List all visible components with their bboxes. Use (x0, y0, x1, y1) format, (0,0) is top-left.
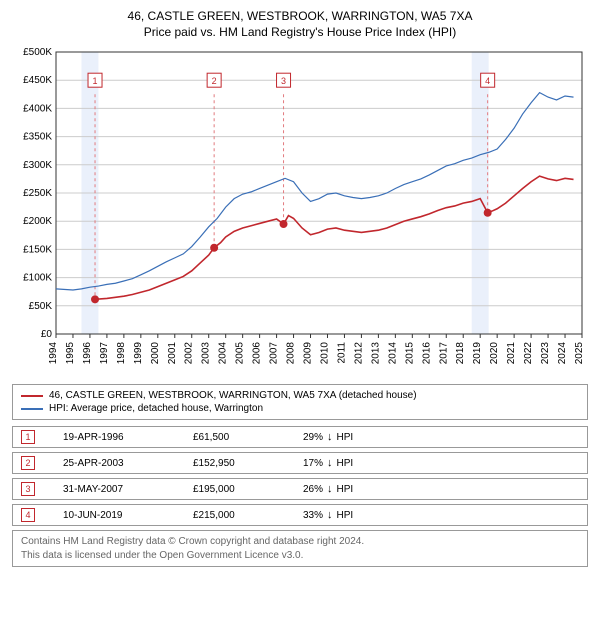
svg-text:2024: 2024 (557, 342, 568, 365)
hpi-label: HPI (337, 510, 354, 521)
sale-price: £215,000 (193, 510, 303, 521)
chart-title: 46, CASTLE GREEN, WESTBROOK, WARRINGTON,… (12, 8, 588, 40)
sale-marker: 3 (21, 482, 35, 496)
sale-price: £152,950 (193, 458, 303, 469)
sale-price: £61,500 (193, 432, 303, 443)
sale-marker: 1 (21, 430, 35, 444)
svg-text:£350K: £350K (23, 132, 52, 143)
sales-table: 119-APR-1996£61,50029%↓HPI225-APR-2003£1… (12, 426, 588, 526)
svg-text:2004: 2004 (218, 342, 229, 365)
sale-row: 4 10-JUN-2019£215,00033% ↓ HPI (12, 504, 588, 526)
legend-item: HPI: Average price, detached house, Warr… (21, 402, 579, 415)
hpi-label: HPI (337, 432, 354, 443)
svg-text:1996: 1996 (82, 342, 93, 365)
svg-text:2003: 2003 (201, 342, 212, 365)
hpi-percent: 29% (303, 432, 323, 443)
sale-hpi-delta: 17% ↓ HPI (303, 457, 353, 469)
svg-text:2013: 2013 (370, 342, 381, 365)
title-line-2: Price paid vs. HM Land Registry's House … (12, 24, 588, 40)
hpi-percent: 26% (303, 484, 323, 495)
sale-price: £195,000 (193, 484, 303, 495)
sale-hpi-delta: 29% ↓ HPI (303, 431, 353, 443)
footer-line-1: Contains HM Land Registry data © Crown c… (21, 535, 579, 549)
svg-text:2016: 2016 (421, 342, 432, 365)
svg-text:£100K: £100K (23, 273, 52, 284)
svg-text:£250K: £250K (23, 188, 52, 199)
svg-text:2017: 2017 (438, 342, 449, 365)
svg-text:£450K: £450K (23, 76, 52, 87)
sale-hpi-delta: 33% ↓ HPI (303, 509, 353, 521)
svg-text:2005: 2005 (235, 342, 246, 365)
svg-text:4: 4 (485, 77, 490, 87)
arrow-down-icon: ↓ (327, 431, 333, 443)
svg-text:2015: 2015 (404, 342, 415, 365)
svg-text:2008: 2008 (286, 342, 297, 365)
svg-text:1998: 1998 (116, 342, 127, 365)
arrow-down-icon: ↓ (327, 483, 333, 495)
sale-hpi-delta: 26% ↓ HPI (303, 483, 353, 495)
legend-swatch (21, 408, 43, 410)
svg-text:£50K: £50K (29, 301, 53, 312)
line-chart: £0 £50K £100K £150K £200K £250K £300K £350K £400… (12, 46, 588, 376)
svg-text:1997: 1997 (99, 342, 110, 365)
footer-line-2: This data is licensed under the Open Gov… (21, 549, 579, 563)
sale-row: 3 31-MAY-2007£195,00026% ↓ HPI (12, 478, 588, 500)
arrow-down-icon: ↓ (327, 509, 333, 521)
svg-text:2000: 2000 (150, 342, 161, 365)
hpi-label: HPI (337, 484, 354, 495)
svg-text:£300K: £300K (23, 160, 52, 171)
svg-text:2009: 2009 (303, 342, 314, 365)
svg-text:2019: 2019 (472, 342, 483, 365)
sale-date: 19-APR-1996 (63, 432, 193, 443)
svg-text:2018: 2018 (455, 342, 466, 365)
svg-text:2023: 2023 (540, 342, 551, 365)
svg-text:£200K: £200K (23, 217, 52, 228)
svg-text:2020: 2020 (489, 342, 500, 365)
svg-text:2021: 2021 (506, 342, 517, 365)
svg-text:2: 2 (212, 77, 217, 87)
svg-text:2014: 2014 (387, 342, 398, 365)
svg-text:2010: 2010 (319, 342, 330, 365)
svg-text:1: 1 (93, 77, 98, 87)
chart-area: £0 £50K £100K £150K £200K £250K £300K £350K £400… (12, 46, 588, 376)
hpi-label: HPI (337, 458, 354, 469)
legend-item: 46, CASTLE GREEN, WESTBROOK, WARRINGTON,… (21, 389, 579, 402)
sale-marker: 4 (21, 508, 35, 522)
svg-text:1994: 1994 (48, 342, 59, 365)
svg-text:2001: 2001 (167, 342, 178, 365)
hpi-percent: 17% (303, 458, 323, 469)
svg-text:2007: 2007 (269, 342, 280, 365)
svg-text:2025: 2025 (574, 342, 585, 365)
sale-date: 31-MAY-2007 (63, 484, 193, 495)
svg-text:£500K: £500K (23, 47, 52, 58)
sale-row: 1 19-APR-1996£61,50029% ↓ HPI (12, 426, 588, 448)
svg-text:£0: £0 (41, 329, 53, 340)
svg-text:£400K: £400K (23, 104, 52, 115)
svg-text:2011: 2011 (336, 342, 347, 364)
arrow-down-icon: ↓ (327, 457, 333, 469)
legend-label: HPI: Average price, detached house, Warr… (49, 403, 263, 414)
svg-text:£150K: £150K (23, 245, 52, 256)
svg-text:1995: 1995 (65, 342, 76, 365)
sale-date: 10-JUN-2019 (63, 510, 193, 521)
hpi-percent: 33% (303, 510, 323, 521)
legend-label: 46, CASTLE GREEN, WESTBROOK, WARRINGTON,… (49, 390, 417, 401)
legend-swatch (21, 395, 43, 397)
svg-text:1999: 1999 (133, 342, 144, 365)
sale-marker: 2 (21, 456, 35, 470)
svg-text:2012: 2012 (353, 342, 364, 365)
legend: 46, CASTLE GREEN, WESTBROOK, WARRINGTON,… (12, 384, 588, 420)
svg-text:2022: 2022 (523, 342, 534, 365)
svg-text:2002: 2002 (184, 342, 195, 365)
svg-text:3: 3 (281, 77, 286, 87)
sale-row: 2 25-APR-2003£152,95017% ↓ HPI (12, 452, 588, 474)
svg-text:2006: 2006 (252, 342, 263, 365)
sale-date: 25-APR-2003 (63, 458, 193, 469)
title-line-1: 46, CASTLE GREEN, WESTBROOK, WARRINGTON,… (12, 8, 588, 24)
attribution-footer: Contains HM Land Registry data © Crown c… (12, 530, 588, 567)
